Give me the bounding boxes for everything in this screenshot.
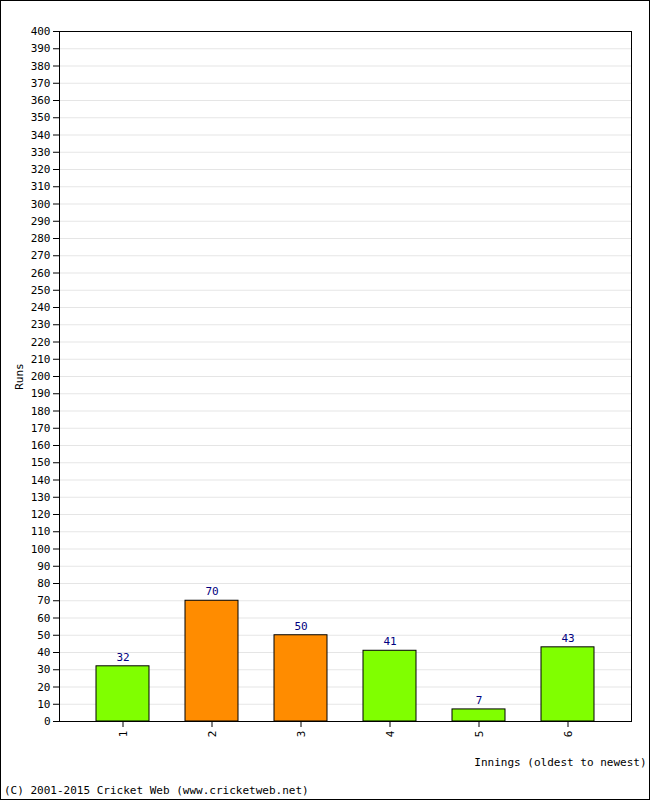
- svg-text:4: 4: [384, 730, 397, 737]
- svg-text:290: 290: [31, 215, 51, 228]
- svg-text:330: 330: [31, 146, 51, 159]
- svg-text:70: 70: [205, 585, 218, 598]
- svg-text:300: 300: [31, 198, 51, 211]
- svg-text:260: 260: [31, 267, 51, 280]
- svg-text:350: 350: [31, 111, 51, 124]
- svg-text:90: 90: [37, 560, 50, 573]
- svg-text:40: 40: [37, 646, 50, 659]
- svg-text:310: 310: [31, 180, 51, 193]
- svg-text:160: 160: [31, 439, 51, 452]
- svg-text:190: 190: [31, 387, 51, 400]
- svg-text:130: 130: [31, 491, 51, 504]
- svg-text:0: 0: [44, 715, 51, 728]
- svg-text:Innings (oldest to newest): Innings (oldest to newest): [474, 756, 646, 769]
- svg-text:390: 390: [31, 42, 51, 55]
- svg-text:7: 7: [476, 694, 483, 707]
- svg-text:120: 120: [31, 508, 51, 521]
- svg-text:Runs: Runs: [13, 363, 26, 390]
- svg-text:380: 380: [31, 60, 51, 73]
- svg-text:210: 210: [31, 353, 51, 366]
- svg-text:110: 110: [31, 525, 51, 538]
- svg-text:230: 230: [31, 318, 51, 331]
- svg-text:250: 250: [31, 284, 51, 297]
- svg-text:30: 30: [37, 663, 50, 676]
- svg-text:100: 100: [31, 543, 51, 556]
- svg-text:60: 60: [37, 612, 50, 625]
- svg-text:340: 340: [31, 129, 51, 142]
- svg-text:320: 320: [31, 163, 51, 176]
- svg-text:370: 370: [31, 77, 51, 90]
- svg-text:80: 80: [37, 577, 50, 590]
- svg-text:3: 3: [295, 731, 308, 738]
- svg-text:32: 32: [116, 651, 129, 664]
- svg-text:220: 220: [31, 336, 51, 349]
- html-text:(C) 2001-2015 Cricket Web (www: (C) 2001-2015 Cricket Web (www.cricketwe…: [4, 784, 309, 797]
- svg-text:150: 150: [31, 456, 51, 469]
- svg-text:50: 50: [37, 629, 50, 642]
- svg-text:400: 400: [31, 25, 51, 38]
- svg-text:140: 140: [31, 474, 51, 487]
- svg-text:43: 43: [561, 632, 574, 645]
- svg-text:360: 360: [31, 94, 51, 107]
- svg-text:70: 70: [37, 594, 50, 607]
- svg-text:270: 270: [31, 249, 51, 262]
- svg-text:6: 6: [562, 731, 575, 738]
- svg-text:2: 2: [206, 731, 219, 738]
- svg-text:200: 200: [31, 370, 51, 383]
- svg-text:5: 5: [473, 731, 486, 738]
- svg-text:180: 180: [31, 405, 51, 418]
- svg-text:170: 170: [31, 422, 51, 435]
- svg-text:20: 20: [37, 681, 50, 694]
- svg-text:280: 280: [31, 232, 51, 245]
- svg-text:10: 10: [37, 698, 50, 711]
- svg-text:41: 41: [383, 635, 396, 648]
- svg-text:1: 1: [117, 731, 130, 738]
- svg-text:240: 240: [31, 301, 51, 314]
- svg-text:50: 50: [294, 620, 307, 633]
